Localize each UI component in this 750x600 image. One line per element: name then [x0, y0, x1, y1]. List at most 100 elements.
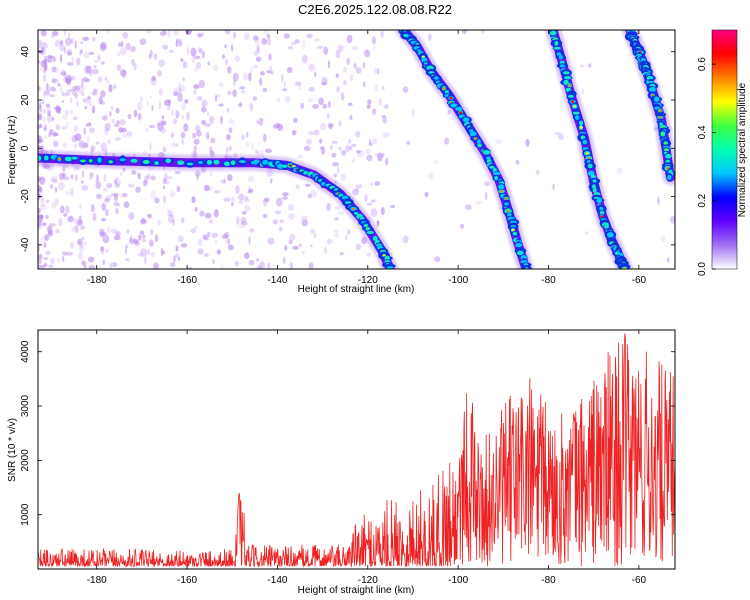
noise-speckle	[134, 240, 140, 246]
noise-speckle	[378, 97, 383, 106]
noise-speckle	[84, 100, 91, 105]
noise-speckle	[382, 86, 385, 90]
noise-speckle	[167, 209, 173, 217]
noise-speckle	[262, 197, 268, 207]
y-tick-label: 1000	[20, 503, 31, 526]
trace-blob-core	[563, 79, 569, 85]
noise-speckle	[69, 88, 76, 92]
noise-speckle	[160, 248, 164, 257]
noise-speckle	[84, 78, 91, 83]
noise-speckle	[114, 177, 121, 186]
noise-speckle	[201, 99, 208, 107]
noise-speckle	[39, 123, 43, 129]
noise-speckle	[372, 108, 377, 115]
noise-speckle	[183, 123, 189, 132]
noise-speckle	[169, 190, 176, 198]
noise-speckle	[43, 62, 48, 72]
noise-speckle	[43, 90, 46, 98]
noise-speckle	[167, 99, 172, 104]
noise-speckle	[171, 142, 176, 147]
noise-speckle	[65, 77, 72, 86]
noise-speckle	[262, 133, 267, 143]
noise-speckle	[197, 47, 203, 54]
noise-speckle	[63, 30, 67, 36]
noise-speckle	[100, 246, 104, 252]
trace-blob-core	[587, 163, 593, 169]
noise-speckle	[61, 69, 67, 76]
noise-speckle	[370, 199, 376, 203]
noise-speckle	[287, 204, 295, 211]
x-tick-label: -140	[267, 575, 287, 586]
y-tick-label: 0	[20, 145, 31, 151]
noise-speckle	[579, 64, 584, 68]
noise-speckle	[204, 252, 209, 258]
noise-speckle	[266, 262, 271, 269]
noise-speckle	[78, 251, 83, 260]
noise-speckle	[336, 165, 340, 175]
noise-speckle	[552, 183, 555, 190]
trace-blob-core	[494, 176, 499, 181]
noise-speckle	[170, 213, 174, 218]
trace-blob-core	[648, 86, 656, 93]
noise-speckle	[96, 193, 102, 200]
noise-speckle	[157, 219, 161, 226]
noise-speckle	[204, 123, 211, 127]
noise-speckle	[239, 86, 246, 90]
noise-speckle	[102, 234, 110, 244]
noise-speckle	[88, 176, 93, 181]
noise-speckle	[137, 234, 142, 241]
noise-speckle	[338, 146, 342, 151]
noise-speckle	[343, 79, 347, 86]
noise-speckle	[320, 122, 326, 131]
noise-speckle	[326, 112, 330, 120]
noise-speckle	[259, 71, 266, 76]
trace-blob-core	[177, 160, 185, 165]
noise-speckle	[135, 186, 141, 193]
colorbar-tick-label: 0.4	[697, 125, 708, 139]
noise-speckle	[86, 135, 90, 143]
noise-speckle	[525, 138, 530, 147]
noise-speckle	[444, 137, 450, 145]
noise-speckle	[61, 90, 65, 96]
noise-speckle	[176, 185, 181, 193]
noise-speckle	[191, 195, 195, 202]
noise-speckle	[374, 152, 380, 157]
noise-speckle	[151, 104, 154, 111]
noise-speckle	[43, 55, 48, 61]
noise-speckle	[301, 250, 305, 254]
noise-speckle	[178, 82, 182, 90]
noise-speckle	[119, 47, 127, 56]
noise-speckle	[289, 233, 296, 241]
noise-speckle	[103, 188, 107, 192]
noise-speckle	[294, 81, 302, 87]
trace-blob-peak	[352, 207, 356, 211]
noise-speckle	[331, 140, 338, 144]
noise-speckle	[107, 138, 111, 145]
noise-speckle	[193, 67, 200, 72]
noise-speckle	[97, 54, 101, 61]
colorbar-tick-label: 0.0	[697, 262, 708, 276]
noise-speckle	[168, 49, 174, 53]
noise-speckle	[233, 78, 236, 87]
noise-speckle	[73, 143, 78, 149]
noise-speckle	[85, 123, 92, 127]
noise-speckle	[62, 113, 69, 121]
noise-speckle	[304, 183, 311, 187]
noise-speckle	[283, 80, 287, 88]
noise-speckle	[190, 228, 197, 234]
noise-speckle	[377, 152, 383, 162]
noise-speckle	[123, 201, 130, 209]
noise-speckle	[104, 198, 110, 203]
noise-speckle	[313, 129, 320, 136]
noise-speckle	[162, 30, 167, 33]
noise-speckle	[79, 204, 82, 209]
noise-speckle	[41, 222, 47, 227]
noise-speckle	[281, 87, 288, 92]
noise-speckle	[170, 132, 175, 139]
noise-speckle	[175, 110, 180, 119]
trace-blob-core	[476, 139, 481, 145]
noise-speckle	[588, 63, 592, 68]
noise-speckle	[45, 199, 50, 204]
noise-speckle	[557, 133, 564, 140]
noise-speckle	[186, 46, 189, 55]
